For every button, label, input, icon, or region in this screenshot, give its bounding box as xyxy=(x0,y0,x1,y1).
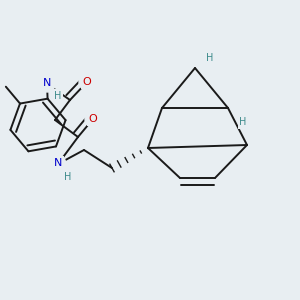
Text: N: N xyxy=(54,158,62,168)
Text: H: H xyxy=(64,172,72,182)
Circle shape xyxy=(79,74,95,90)
Text: O: O xyxy=(82,77,91,87)
Text: H: H xyxy=(54,91,62,101)
Text: O: O xyxy=(88,114,98,124)
Circle shape xyxy=(85,111,101,127)
Text: H: H xyxy=(206,53,214,63)
Circle shape xyxy=(39,76,55,92)
Text: N: N xyxy=(43,78,51,88)
Text: H: H xyxy=(239,117,247,127)
Circle shape xyxy=(50,156,66,172)
